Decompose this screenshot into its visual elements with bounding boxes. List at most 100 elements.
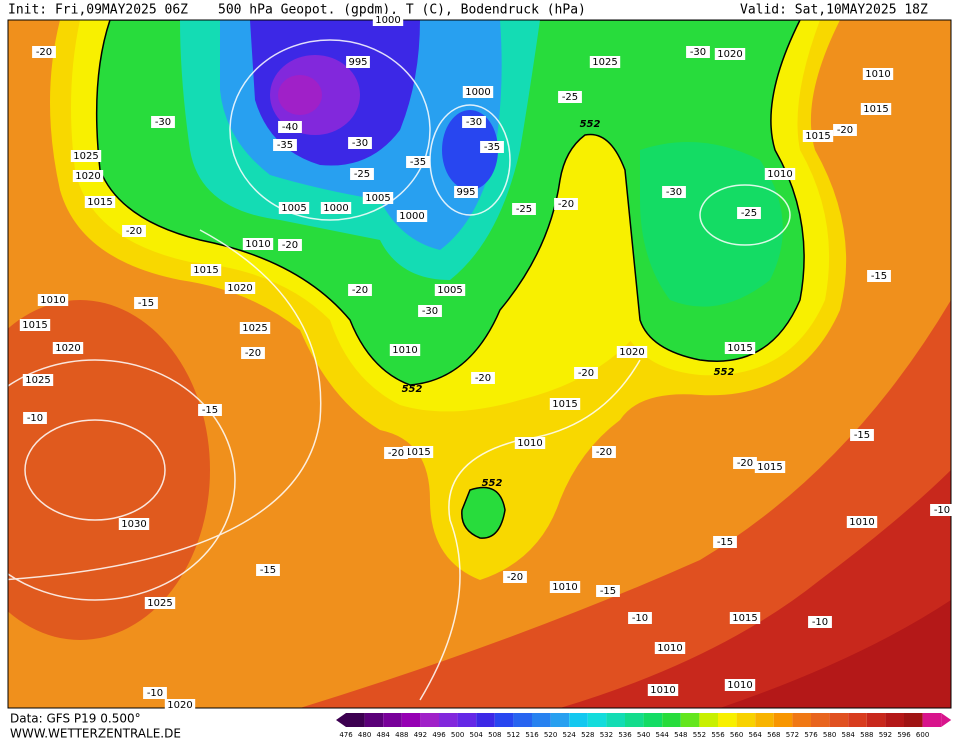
temperature-label-box: [867, 270, 891, 282]
colorbar-label: 488: [395, 731, 408, 739]
temperature-label-box: [628, 612, 652, 624]
map-field: [8, 20, 951, 708]
temperature-label: -20: [36, 47, 52, 58]
isobar-label-box: [389, 344, 421, 356]
isobar-label: 1000: [465, 87, 490, 98]
colorbar-swatch: [364, 713, 384, 727]
colorbar-label: 484: [377, 731, 391, 739]
isobar-label-box: [647, 684, 679, 696]
colorbar-label: 584: [842, 731, 856, 739]
isobar-label-box: [846, 516, 878, 528]
temperature-label: -30: [422, 306, 438, 317]
colorbar-label: 480: [358, 731, 371, 739]
contour-552-label: 552: [580, 119, 601, 130]
temperature-label-box: [662, 186, 686, 198]
colorbar-label: 596: [897, 731, 911, 739]
isobar-label: 1015: [22, 320, 47, 331]
colorbar-swatch: [513, 713, 532, 727]
temperature-label: -15: [717, 537, 733, 548]
temperature-label: -10: [27, 413, 43, 424]
temperature-label: -30: [666, 187, 682, 198]
temperature-label: -40: [282, 122, 298, 133]
colorbar-swatch: [662, 713, 681, 727]
colorbar-label: 548: [674, 731, 687, 739]
colorbar-label: 592: [879, 731, 892, 739]
temperature-label-box: [930, 504, 954, 516]
isobar-label: 1010: [657, 643, 682, 654]
temperature-label: -30: [352, 138, 368, 149]
isobar-label-box: [724, 342, 756, 354]
isobar-label-box: [72, 170, 104, 182]
temperature-label-box: [512, 203, 536, 215]
isobar-label: 1020: [717, 49, 742, 60]
isobar-label: 1000: [323, 203, 348, 214]
colorbar-swatch: [904, 713, 923, 727]
isobar-label: 1015: [863, 104, 888, 115]
colorbar-label: 500: [451, 731, 464, 739]
isobar-label: 1025: [592, 57, 617, 68]
colorbar-swatch: [922, 713, 942, 727]
isobar-label-box: [862, 68, 894, 80]
isobar-label: 1015: [805, 131, 830, 142]
colorbar-swatch: [829, 713, 849, 727]
temperature-label: -10: [812, 617, 828, 628]
colorbar-swatch: [606, 713, 625, 727]
temperature-label-box: [198, 404, 222, 416]
temperature-label: -25: [354, 169, 370, 180]
temperature-label: -15: [600, 586, 616, 597]
colorbar-label: 520: [544, 731, 557, 739]
temperature-label: -10: [632, 613, 648, 624]
isobar-label-box: [70, 150, 102, 162]
isobar-label-box: [714, 48, 746, 60]
data-source: Data: GFS P19 0.500°: [10, 712, 141, 726]
colorbar-swatch: [401, 713, 421, 727]
isobar-label-box: [462, 86, 494, 98]
temperature-label-box: [558, 91, 582, 103]
colorbar-swatch: [699, 713, 718, 727]
colorbar-swatch: [625, 713, 644, 727]
temperature-label: -20: [596, 447, 612, 458]
temperature-label: -15: [871, 271, 887, 282]
temperature-label-box: [503, 571, 527, 583]
isobar-label-box: [37, 294, 69, 306]
temperature-label: -35: [484, 142, 500, 153]
colorbar-swatch: [569, 713, 588, 727]
colorbar-label: 580: [823, 731, 836, 739]
temperature-label-box: [850, 429, 874, 441]
temperature-label-box: [256, 564, 280, 576]
temperature-label: -15: [260, 565, 276, 576]
isobar-label: 1015: [757, 462, 782, 473]
colorbar-label: 476: [339, 731, 353, 739]
isobar-label: 1025: [25, 375, 50, 386]
isobar-label-box: [396, 210, 428, 222]
temperature-label-box: [151, 116, 175, 128]
temperature-label-box: [278, 239, 302, 251]
isobar-label: 1025: [242, 323, 267, 334]
temperature-label-box: [143, 687, 167, 699]
isobar-label-box: [754, 461, 786, 473]
temperature-label-box: [273, 139, 297, 151]
colorbar-label: 532: [600, 731, 613, 739]
colorbar-label: 512: [507, 731, 520, 739]
colorbar-swatch: [346, 713, 365, 727]
temperature-label-box: [350, 168, 374, 180]
temperature-label-box: [480, 141, 504, 153]
colorbar-swatch: [383, 713, 402, 727]
colorbar-swatch: [848, 713, 867, 727]
temperature-label: -30: [690, 47, 706, 58]
colorbar-label: 544: [656, 731, 670, 739]
isobar-label-box: [860, 103, 892, 115]
temperature-label-box: [384, 447, 408, 459]
isobar-label-box: [242, 238, 274, 250]
temperature-label: -20: [126, 226, 142, 237]
colorbar-label: 496: [432, 731, 446, 739]
isobar-label: 1015: [405, 447, 430, 458]
temperature-label-box: [462, 116, 486, 128]
colorbar-label: 536: [618, 731, 632, 739]
isobar-label: 1000: [375, 15, 400, 26]
colorbar-label: 560: [730, 731, 743, 739]
colorbar-arrow-left: [336, 713, 346, 727]
colorbar-swatch: [885, 713, 904, 727]
colorbar-swatch: [494, 713, 514, 727]
temperature-label: -35: [410, 157, 426, 168]
